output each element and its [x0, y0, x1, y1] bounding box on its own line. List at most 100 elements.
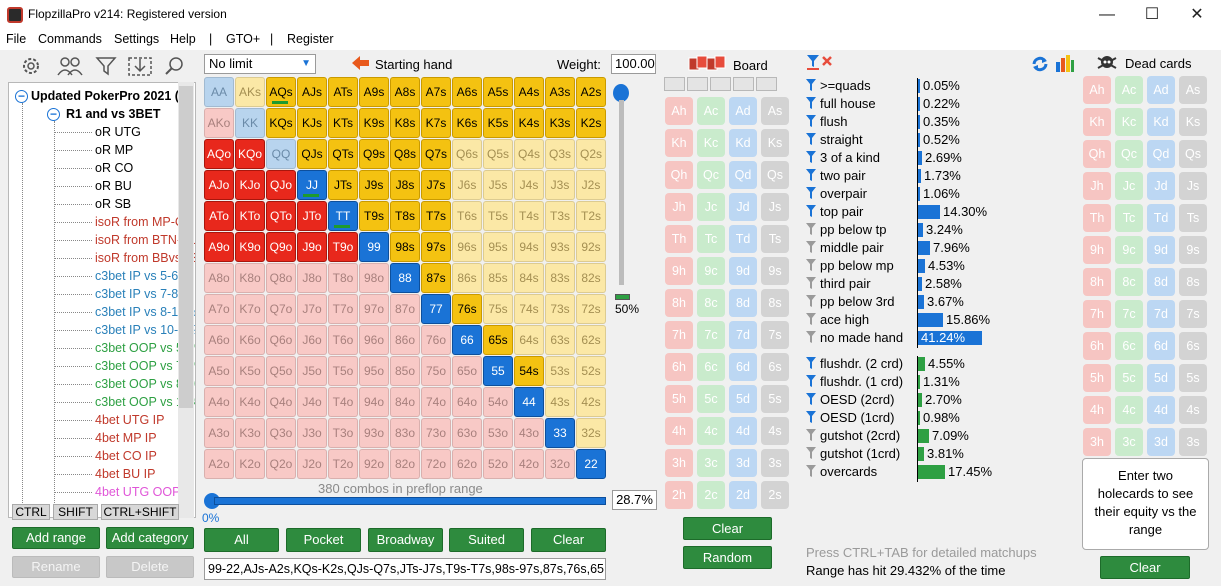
hand-cell-QJo[interactable]: QJo	[266, 170, 296, 200]
dead-card-As[interactable]: As	[1179, 76, 1207, 104]
hand-cell-54o[interactable]: 54o	[483, 387, 513, 417]
tree-item[interactable]: c3bet OOP vs 7-8%	[95, 359, 196, 373]
hand-cell-T5s[interactable]: T5s	[483, 201, 513, 231]
hand-cell-J6s[interactable]: J6s	[452, 170, 482, 200]
hand-cell-65o[interactable]: 65o	[452, 356, 482, 386]
hand-cell-92s[interactable]: 92s	[576, 232, 606, 262]
hand-cell-K2s[interactable]: K2s	[576, 108, 606, 138]
maximize-button[interactable]: ☐	[1144, 6, 1160, 23]
filter-icon[interactable]	[806, 150, 816, 163]
hand-cell-AKo[interactable]: AKo	[204, 108, 234, 138]
hand-cell-98s[interactable]: 98s	[390, 232, 420, 262]
hand-cell-93o[interactable]: 93o	[359, 418, 389, 448]
board-clear-button[interactable]: Clear	[683, 517, 772, 540]
dead-card-9c[interactable]: 9c	[1115, 236, 1143, 264]
collapse-icon[interactable]: −	[47, 108, 60, 121]
import-export-icon[interactable]	[126, 54, 152, 78]
hand-cell-83o[interactable]: 83o	[390, 418, 420, 448]
board-card-8d[interactable]: 8d	[729, 289, 757, 317]
board-card-9h[interactable]: 9h	[665, 257, 693, 285]
filter-reset-icon[interactable]	[806, 54, 836, 70]
hand-cell-53s[interactable]: 53s	[545, 356, 575, 386]
close-button[interactable]: ✕	[1190, 6, 1204, 23]
filter-icon[interactable]	[806, 410, 816, 423]
dead-card-8s[interactable]: 8s	[1179, 268, 1207, 296]
hand-cell-T6s[interactable]: T6s	[452, 201, 482, 231]
filter-icon[interactable]	[93, 54, 119, 78]
board-card-Qs[interactable]: Qs	[761, 161, 789, 189]
filter-icon[interactable]	[806, 276, 816, 289]
dead-card-Td[interactable]: Td	[1147, 204, 1175, 232]
hand-cell-62s[interactable]: 62s	[576, 325, 606, 355]
hand-cell-87o[interactable]: 87o	[390, 294, 420, 324]
board-card-4d[interactable]: 4d	[729, 417, 757, 445]
hand-cell-J3o[interactable]: J3o	[297, 418, 327, 448]
dead-card-9s[interactable]: 9s	[1179, 236, 1207, 264]
hand-cell-A3s[interactable]: A3s	[545, 77, 575, 107]
hand-cell-97o[interactable]: 97o	[359, 294, 389, 324]
hand-cell-75s[interactable]: 75s	[483, 294, 513, 324]
hand-cell-88[interactable]: 88	[390, 263, 420, 293]
hand-cell-Q5o[interactable]: Q5o	[266, 356, 296, 386]
dead-card-3d[interactable]: 3d	[1147, 428, 1175, 456]
hand-cell-87s[interactable]: 87s	[421, 263, 451, 293]
hand-cell-98o[interactable]: 98o	[359, 263, 389, 293]
ctrl-toggle[interactable]: CTRL	[12, 504, 50, 520]
tree-item[interactable]: oR UTG	[95, 125, 141, 139]
hand-cell-K9s[interactable]: K9s	[359, 108, 389, 138]
board-card-4c[interactable]: 4c	[697, 417, 725, 445]
dead-card-Ad[interactable]: Ad	[1147, 76, 1175, 104]
menu-register[interactable]: Register	[287, 32, 334, 46]
hand-cell-K7s[interactable]: K7s	[421, 108, 451, 138]
hand-cell-43o[interactable]: 43o	[514, 418, 544, 448]
hand-cell-KK[interactable]: KK	[235, 108, 265, 138]
dead-card-6c[interactable]: 6c	[1115, 332, 1143, 360]
stat-row[interactable]: no made hand	[806, 329, 903, 347]
dead-card-5s[interactable]: 5s	[1179, 364, 1207, 392]
tree-item[interactable]: c3bet OOP vs 8-10%	[95, 377, 195, 391]
tree-item[interactable]: c3bet OOP vs 12%	[95, 395, 196, 409]
hand-cell-94s[interactable]: 94s	[514, 232, 544, 262]
board-card-Ks[interactable]: Ks	[761, 129, 789, 157]
hand-cell-Q8s[interactable]: Q8s	[390, 139, 420, 169]
dead-card-6d[interactable]: 6d	[1147, 332, 1175, 360]
dead-card-4h[interactable]: 4h	[1083, 396, 1111, 424]
hand-cell-76o[interactable]: 76o	[421, 325, 451, 355]
dead-card-7c[interactable]: 7c	[1115, 300, 1143, 328]
hand-cell-AA[interactable]: AA	[204, 77, 234, 107]
collapse-icon[interactable]: −	[15, 90, 28, 103]
stat-row[interactable]: top pair	[806, 203, 863, 221]
hand-cell-73o[interactable]: 73o	[421, 418, 451, 448]
weight-slider-thumb[interactable]	[613, 84, 629, 102]
hand-cell-J3s[interactable]: J3s	[545, 170, 575, 200]
hand-cell-Q4s[interactable]: Q4s	[514, 139, 544, 169]
board-slot[interactable]	[756, 77, 777, 91]
hand-cell-K8s[interactable]: K8s	[390, 108, 420, 138]
board-slot[interactable]	[710, 77, 731, 91]
dead-card-7s[interactable]: 7s	[1179, 300, 1207, 328]
hand-cell-A8s[interactable]: A8s	[390, 77, 420, 107]
hand-cell-72o[interactable]: 72o	[421, 449, 451, 479]
stat-row[interactable]: gutshot (1crd)	[806, 445, 900, 463]
board-card-6h[interactable]: 6h	[665, 353, 693, 381]
board-card-Ac[interactable]: Ac	[697, 97, 725, 125]
filter-icon[interactable]	[806, 186, 816, 199]
hand-cell-J8s[interactable]: J8s	[390, 170, 420, 200]
limit-select[interactable]: No limit ▼	[204, 54, 316, 74]
dead-card-8c[interactable]: 8c	[1115, 268, 1143, 296]
board-card-3h[interactable]: 3h	[665, 449, 693, 477]
users-icon[interactable]	[55, 54, 83, 78]
hand-cell-T4s[interactable]: T4s	[514, 201, 544, 231]
hand-cell-ATs[interactable]: ATs	[328, 77, 358, 107]
board-card-Ad[interactable]: Ad	[729, 97, 757, 125]
hand-cell-85s[interactable]: 85s	[483, 263, 513, 293]
board-card-Jc[interactable]: Jc	[697, 193, 725, 221]
add-category-button[interactable]: Add category	[106, 527, 194, 549]
menu-gto[interactable]: GTO+	[226, 32, 261, 46]
dead-card-Tc[interactable]: Tc	[1115, 204, 1143, 232]
stat-row[interactable]: middle pair	[806, 239, 884, 257]
dead-card-9d[interactable]: 9d	[1147, 236, 1175, 264]
stat-row[interactable]: overpair	[806, 185, 867, 203]
ctrl-shift-toggle[interactable]: CTRL+SHIFT	[101, 504, 179, 520]
filter-icon[interactable]	[806, 392, 816, 405]
